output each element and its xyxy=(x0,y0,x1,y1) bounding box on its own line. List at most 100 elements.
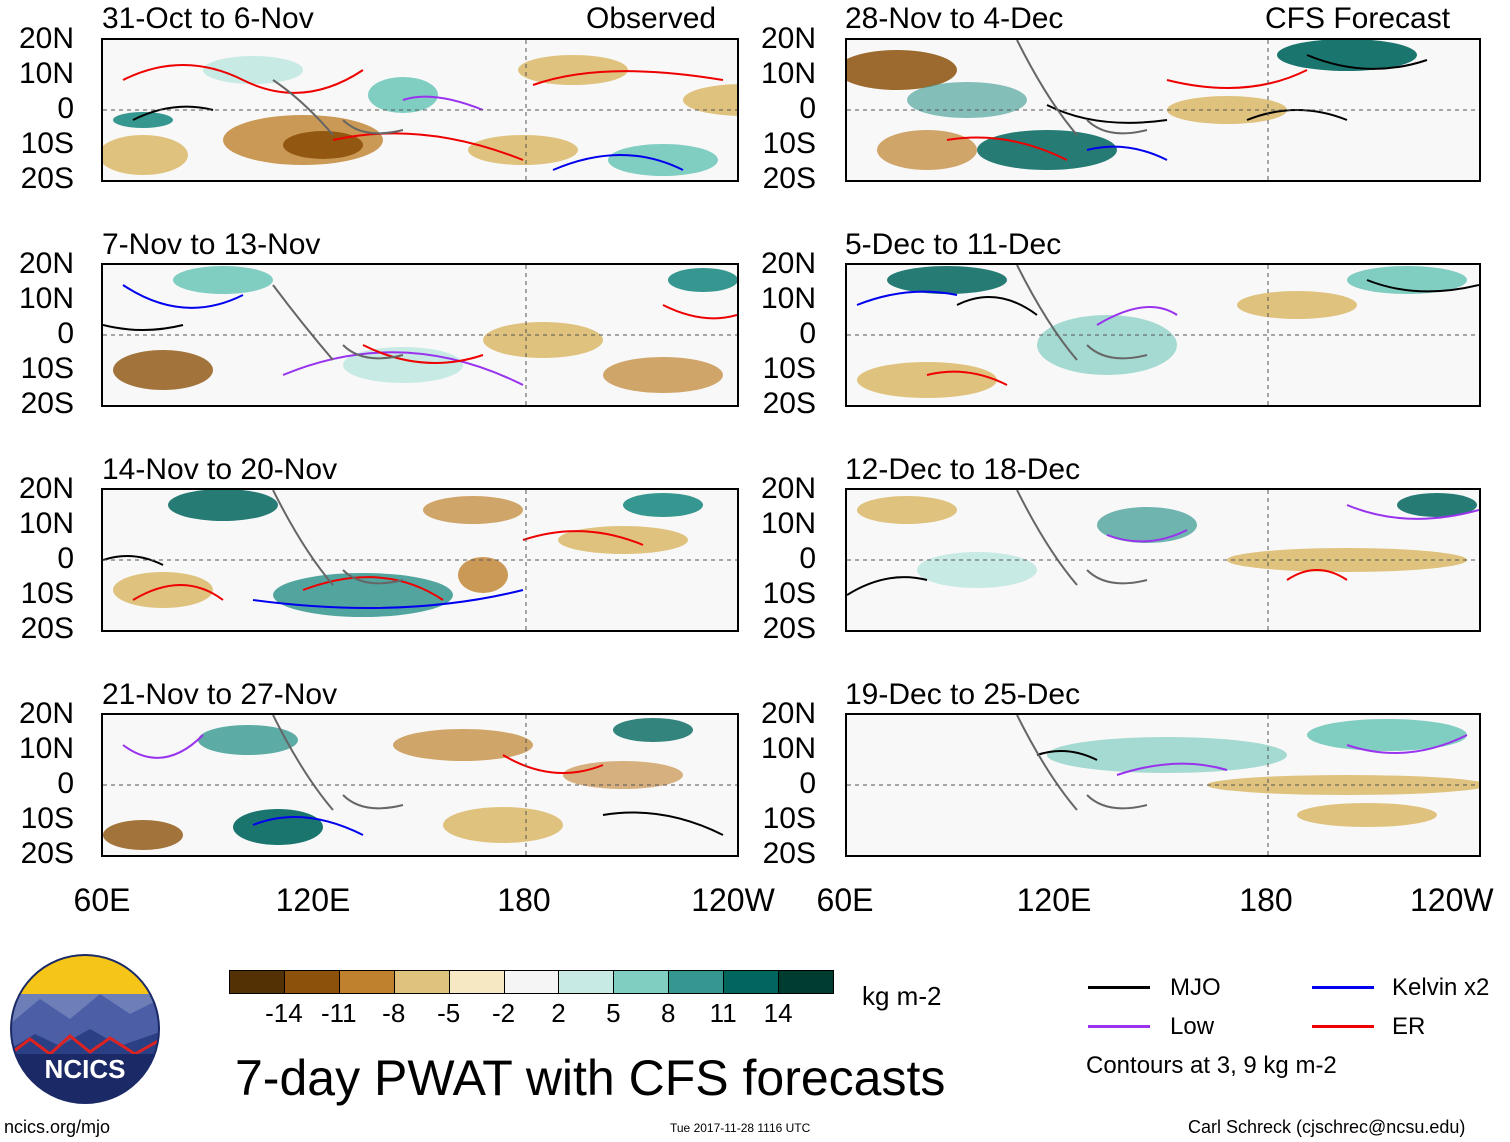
colorbar-swatch xyxy=(448,970,505,994)
colorbar-tick-label: 5 xyxy=(606,998,621,1028)
legend-label-mjo: MJO xyxy=(1170,974,1221,1001)
map-panel-forecast-4 xyxy=(845,713,1481,857)
colorbar-swatch xyxy=(393,970,450,994)
lat-label: 20N xyxy=(760,22,816,55)
footer-timestamp: Tue 2017-11-28 1116 UTC xyxy=(670,1121,811,1135)
lat-label: 10S xyxy=(762,127,816,160)
lat-label: 0 xyxy=(799,92,816,125)
lat-label: 20N xyxy=(760,472,816,505)
footer-credit: Carl Schreck (cjschrec@ncsu.edu) xyxy=(1188,1117,1466,1137)
lon-label: 180 xyxy=(1239,882,1293,918)
lat-label: 20S xyxy=(762,837,816,870)
lat-label: 20N xyxy=(760,697,816,730)
lat-label: 10S xyxy=(20,802,74,835)
lat-label: 10N xyxy=(760,57,816,90)
legend-label-er: ER xyxy=(1392,1013,1426,1040)
panel-title: 31-Oct to 6-Nov xyxy=(102,2,314,35)
panel-title: 12-Dec to 18-Dec xyxy=(845,453,1081,486)
observed-label: Observed xyxy=(586,2,717,35)
colorbar-tick-label: -2 xyxy=(491,998,516,1028)
lat-label: 20S xyxy=(762,612,816,645)
pwat-field xyxy=(103,715,737,855)
lat-label: 20N xyxy=(18,472,74,505)
lat-label: 0 xyxy=(57,767,74,800)
colorbar-tick-label: 8 xyxy=(661,998,676,1028)
lat-label: 0 xyxy=(57,317,74,350)
legend-line-low xyxy=(1088,1025,1150,1028)
lon-label: 120W xyxy=(691,882,775,918)
legend-line-er xyxy=(1312,1025,1374,1028)
map-panel-forecast-2 xyxy=(845,263,1481,407)
colorbar-tick-label: -5 xyxy=(437,998,461,1028)
legend-line-mjo xyxy=(1088,986,1150,989)
colorbar-tick-label: -11 xyxy=(320,998,357,1028)
panel-title: 19-Dec to 25-Dec xyxy=(845,678,1081,711)
lat-label: 20S xyxy=(762,387,816,420)
pwat-field xyxy=(847,265,1479,405)
panel-title: 7-Nov to 13-Nov xyxy=(102,228,321,261)
map-panel-forecast-1 xyxy=(845,38,1481,182)
colorbar-swatch xyxy=(283,970,340,994)
pwat-field xyxy=(847,490,1479,630)
colorbar-tick-label: -14 xyxy=(265,998,303,1028)
pwat-field xyxy=(103,265,737,405)
legend-label-low: Low xyxy=(1170,1013,1215,1040)
lat-label: 10N xyxy=(18,282,74,315)
lat-label: 10S xyxy=(762,352,816,385)
lon-label: 180 xyxy=(497,882,551,918)
cfs-forecast-label: CFS Forecast xyxy=(1265,2,1451,35)
lat-label: 20S xyxy=(762,162,816,195)
colorbar-swatch xyxy=(503,970,560,994)
footer-url[interactable]: ncics.org/mjo xyxy=(4,1117,111,1137)
lat-label: 10S xyxy=(20,352,74,385)
colorbar-tick-label: -8 xyxy=(382,998,406,1028)
panel-title: 14-Nov to 20-Nov xyxy=(102,453,338,486)
legend-line-kelvin xyxy=(1312,986,1374,989)
lat-label: 0 xyxy=(799,542,816,575)
main-title: 7-day PWAT with CFS forecasts xyxy=(235,1050,946,1106)
colorbar-swatch xyxy=(558,970,615,994)
pwat-field xyxy=(103,40,737,180)
lat-label: 0 xyxy=(57,542,74,575)
lon-label: 120E xyxy=(275,882,351,918)
pwat-field xyxy=(847,40,1479,180)
colorbar-swatch xyxy=(338,970,395,994)
ncics-logo: NCICS xyxy=(10,954,160,1104)
lat-label: 20S xyxy=(20,162,74,195)
map-panel-observed-3 xyxy=(101,488,739,632)
colorbar xyxy=(229,970,834,996)
lat-label: 20N xyxy=(18,22,74,55)
lat-label: 10N xyxy=(760,732,816,765)
colorbar-swatch xyxy=(668,970,725,994)
colorbar-swatch xyxy=(229,970,285,994)
lat-label: 20N xyxy=(18,697,74,730)
lat-label: 10N xyxy=(760,282,816,315)
lat-label: 20S xyxy=(20,612,74,645)
lat-label: 20N xyxy=(760,247,816,280)
lat-label: 10S xyxy=(20,577,74,610)
logo-text: NCICS xyxy=(44,1054,126,1084)
lat-label: 20N xyxy=(18,247,74,280)
colorbar-swatch xyxy=(778,970,834,994)
contour-note: Contours at 3, 9 kg m-2 xyxy=(1086,1052,1337,1079)
map-panel-observed-4 xyxy=(101,713,739,857)
lat-label: 20S xyxy=(20,837,74,870)
lon-label: 120W xyxy=(1410,882,1494,918)
lat-label: 10S xyxy=(762,802,816,835)
colorbar-units: kg m-2 xyxy=(862,981,942,1011)
map-panel-observed-1 xyxy=(101,38,739,182)
colorbar-tick-label: 2 xyxy=(551,998,566,1028)
lat-label: 0 xyxy=(57,92,74,125)
colorbar-swatch xyxy=(723,970,780,994)
lat-label: 0 xyxy=(799,767,816,800)
lat-label: 10N xyxy=(18,732,74,765)
map-panel-forecast-3 xyxy=(845,488,1481,632)
lat-label: 0 xyxy=(799,317,816,350)
pwat-field xyxy=(103,490,737,630)
colorbar-swatch xyxy=(613,970,670,994)
colorbar-tick-label: 14 xyxy=(763,998,793,1028)
lon-label: 60E xyxy=(816,882,874,918)
legend-label-kelvin: Kelvin x2 xyxy=(1392,974,1490,1001)
panel-title: 28-Nov to 4-Dec xyxy=(845,2,1064,35)
lat-label: 10S xyxy=(20,127,74,160)
